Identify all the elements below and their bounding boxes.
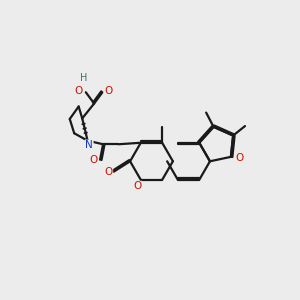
Text: O: O: [74, 86, 83, 96]
Text: O: O: [89, 155, 98, 165]
Text: O: O: [133, 182, 141, 191]
Text: O: O: [104, 167, 112, 177]
Text: O: O: [235, 153, 243, 163]
Text: O: O: [104, 86, 112, 96]
Text: H: H: [80, 73, 87, 83]
Text: N: N: [85, 140, 93, 150]
